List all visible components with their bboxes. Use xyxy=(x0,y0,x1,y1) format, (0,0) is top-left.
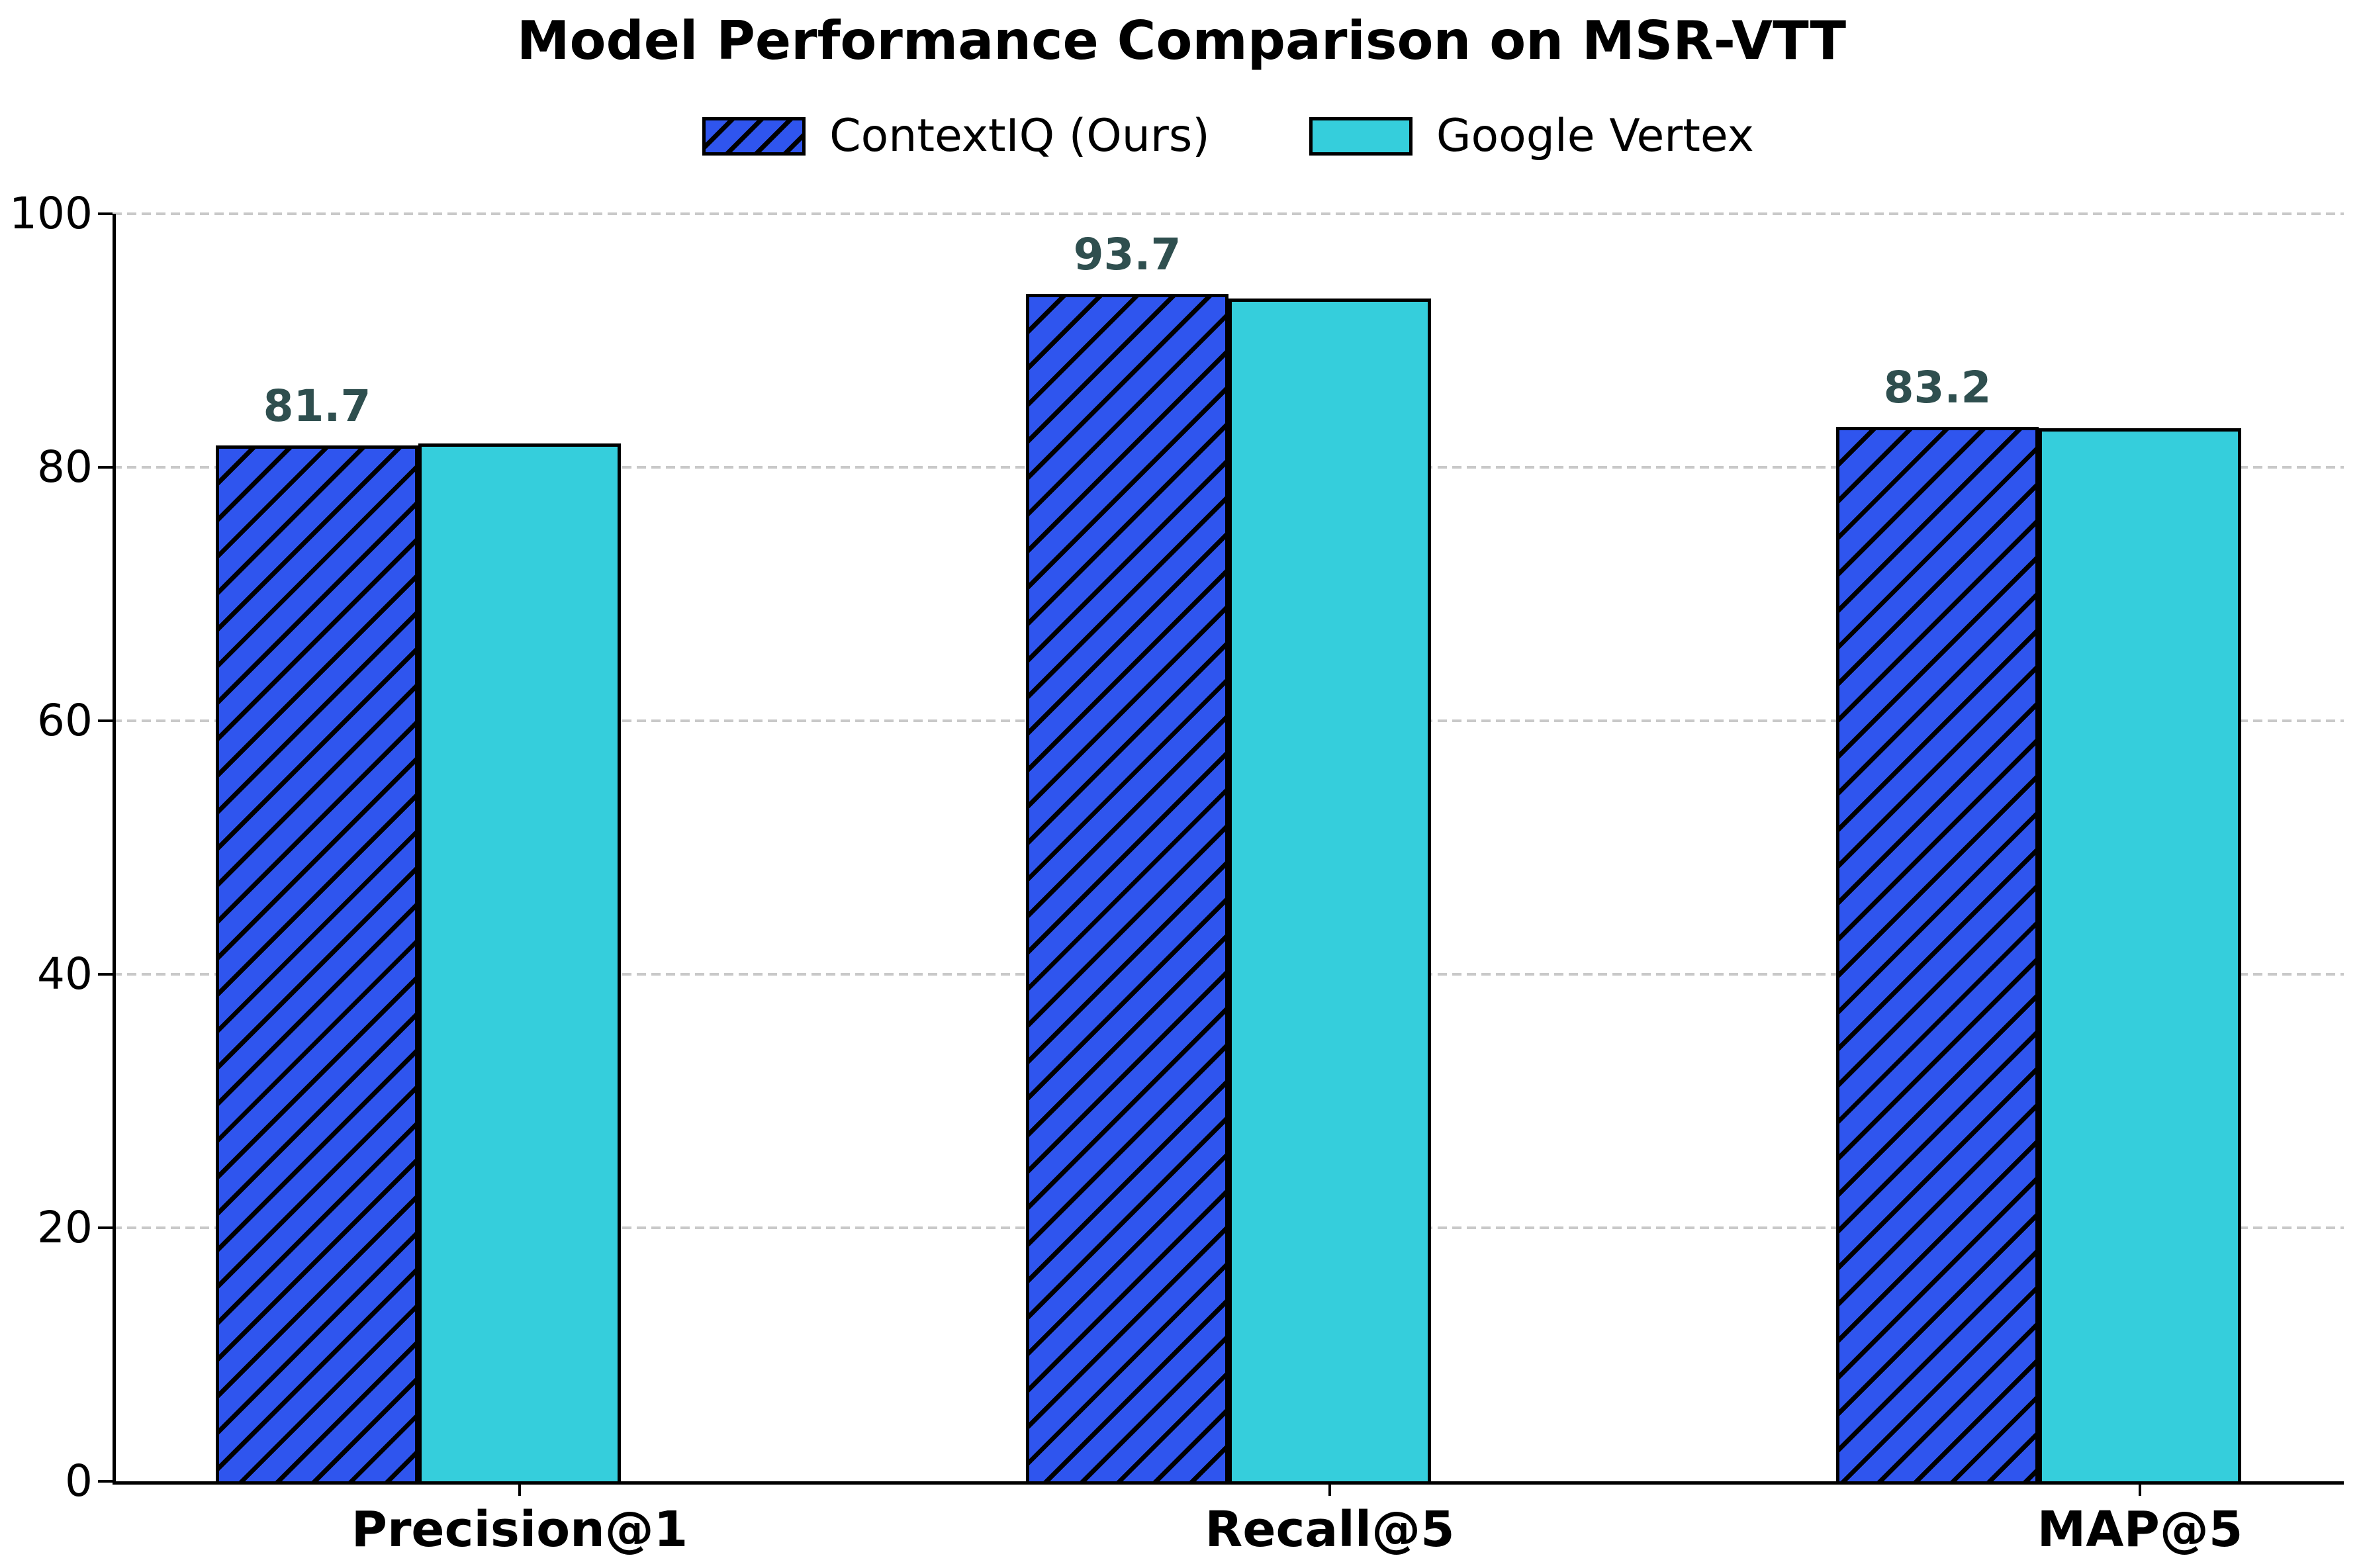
bar-value-label-Recall@5: 93.7 xyxy=(1073,228,1182,280)
x-axis-spine xyxy=(113,1481,2344,1485)
legend-swatch-google-vertex xyxy=(1309,117,1413,156)
bar-Recall@5-ContextIQ (Ours) xyxy=(1026,293,1228,1481)
bar-Precision@1-ContextIQ (Ours) xyxy=(216,445,418,1481)
y-axis-spine xyxy=(113,214,116,1485)
category-label-Recall@5: Recall@5 xyxy=(1205,1501,1455,1558)
legend-label-google-vertex: Google Vertex xyxy=(1436,110,1754,162)
bar-Precision@1-Google Vertex xyxy=(418,443,621,1481)
x-tick-Recall@5 xyxy=(1328,1481,1331,1496)
bar-Recall@5-Google Vertex xyxy=(1228,299,1431,1481)
y-tick-label-100: 100 xyxy=(9,188,93,239)
category-label-Precision@1: Precision@1 xyxy=(351,1501,688,1558)
y-tick-label-40: 40 xyxy=(37,948,93,999)
y-tick-80 xyxy=(98,466,113,469)
bar-value-label-Precision@1: 81.7 xyxy=(263,381,371,432)
y-tick-label-80: 80 xyxy=(37,441,93,492)
legend: ContextIQ (Ours) Google Vertex xyxy=(113,114,2344,159)
gridline-y-100 xyxy=(113,212,2344,215)
y-tick-60 xyxy=(98,719,113,722)
x-tick-MAP@5 xyxy=(2139,1481,2141,1496)
y-tick-100 xyxy=(98,212,113,215)
y-tick-label-20: 20 xyxy=(37,1202,93,1253)
y-tick-label-0: 0 xyxy=(65,1455,93,1506)
bar-value-label-MAP@5: 83.2 xyxy=(1883,361,1992,413)
legend-item-contextiq: ContextIQ (Ours) xyxy=(702,114,1210,159)
category-label-MAP@5: MAP@5 xyxy=(2037,1501,2243,1558)
chart-title: Model Performance Comparison on MSR-VTT xyxy=(516,10,1847,71)
bar-MAP@5-ContextIQ (Ours) xyxy=(1836,426,2039,1481)
legend-swatch-contextiq xyxy=(702,117,806,156)
y-tick-0 xyxy=(98,1480,113,1483)
legend-label-contextiq: ContextIQ (Ours) xyxy=(829,110,1210,162)
y-tick-40 xyxy=(98,973,113,976)
bar-MAP@5-Google Vertex xyxy=(2039,428,2241,1481)
y-tick-label-60: 60 xyxy=(37,695,93,746)
x-tick-Precision@1 xyxy=(518,1481,521,1496)
legend-item-google-vertex: Google Vertex xyxy=(1309,114,1754,159)
y-tick-20 xyxy=(98,1226,113,1229)
